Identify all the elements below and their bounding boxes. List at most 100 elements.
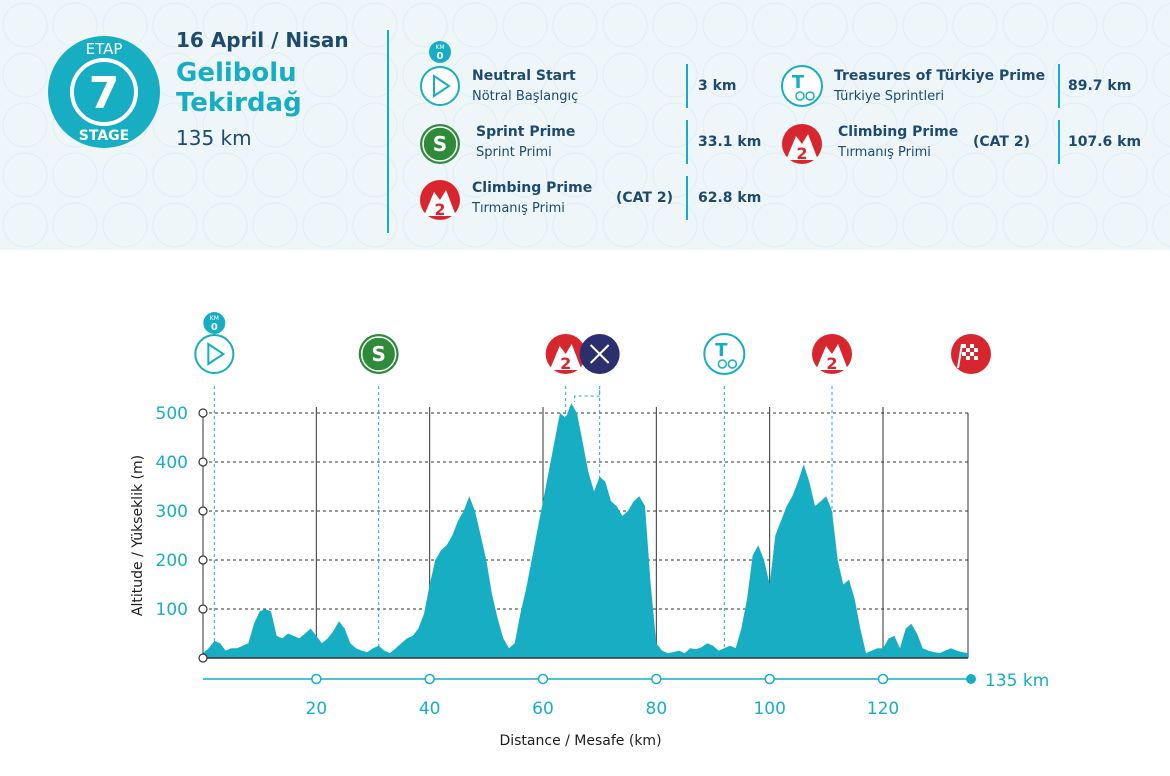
climb-category: 2 [560, 354, 571, 373]
start-marker-icon: KM0 [194, 312, 235, 374]
checker-square [974, 344, 978, 348]
svg-text:2: 2 [434, 200, 445, 219]
pattern-ornament [202, 202, 248, 248]
y-tick-marker [198, 555, 208, 565]
climb-category: 2 [826, 354, 837, 373]
climb-marker-icon: 2 [545, 334, 586, 374]
pattern-ornament [152, 102, 198, 148]
pattern-ornament [902, 52, 948, 98]
sprint-marker-icon: S [358, 334, 399, 374]
pattern-ornament [652, 52, 698, 98]
pattern-ornament [552, 2, 598, 48]
pattern-ornament [552, 202, 598, 248]
checker-square [970, 344, 974, 348]
pattern-ornament [402, 2, 448, 48]
pattern-ornament [152, 2, 198, 48]
checker-square [970, 356, 974, 360]
pattern-ornament [452, 2, 498, 48]
x-tick-label: 120 [867, 699, 899, 719]
pattern-ornament [302, 102, 348, 148]
x-tick-label: 100 [753, 699, 785, 719]
climb-icon: 2 [420, 180, 460, 220]
pattern-ornament [1052, 2, 1098, 48]
y-tick-marker [198, 653, 208, 663]
pattern-ornament [1152, 103, 1170, 147]
checker-square [966, 344, 970, 348]
pattern-ornament [902, 2, 948, 48]
checker-square [966, 356, 970, 360]
x-tick-marker [764, 673, 775, 685]
pattern-ornament [952, 152, 998, 198]
pattern-ornament [352, 152, 398, 198]
pattern-ornament [852, 202, 898, 248]
stage-label: STAGE [79, 128, 129, 144]
y-tick-marker [198, 408, 208, 418]
pattern-ornament [2, 52, 48, 98]
pattern-ornament [252, 2, 298, 48]
stage-route: Gelibolu Tekirdağ [176, 58, 302, 118]
treasures-circle [703, 333, 746, 375]
treasures-marker-icon: T [703, 333, 746, 375]
checker-square [970, 352, 974, 356]
etap-label: ETAP [86, 40, 123, 58]
sprint-letter: S [371, 342, 385, 366]
legend-title-climb-1: Climbing Prime [472, 180, 593, 196]
pattern-ornament [752, 2, 798, 48]
pattern-ornament [852, 102, 898, 148]
pattern-ornament [52, 202, 98, 248]
legend-title-neutral-start: Neutral Start [472, 68, 576, 84]
y-tick-marker [198, 604, 208, 614]
neutral-start-icon: KM 0 [420, 41, 460, 106]
climb-marker-icon: 2 [812, 334, 852, 374]
pattern-ornament [602, 102, 648, 148]
legend-sub-treasures: Türkiye Sprintleri [834, 89, 945, 104]
svg-text:2: 2 [796, 144, 807, 163]
pattern-ornament [702, 102, 748, 148]
bike-wheel [727, 359, 738, 369]
pattern-ornament [1152, 53, 1170, 97]
pattern-ornament [952, 102, 998, 148]
pattern-ornament [602, 52, 648, 98]
pattern-ornament [602, 2, 648, 48]
pattern-ornament [1052, 202, 1098, 248]
pattern-ornament [302, 152, 348, 198]
pattern-ornament [1002, 2, 1048, 48]
pattern-ornament [302, 2, 348, 48]
route-finish: Tekirdağ [176, 88, 302, 118]
stage-date: 16 April / Nisan [176, 28, 349, 52]
svg-text:S: S [433, 132, 447, 156]
pattern-ornament [452, 102, 498, 148]
pattern-ornament [952, 202, 998, 248]
pattern-ornament [702, 2, 748, 48]
play-triangle [207, 342, 226, 366]
legend-cat-climb-2: (CAT 2) [973, 134, 1030, 150]
pattern-ornament [302, 52, 348, 98]
pattern-ornament [852, 2, 898, 48]
checker-square [974, 352, 978, 356]
pattern-ornament [502, 152, 548, 198]
stage-header: 7 ETAP STAGE 16 April / Nisan Gelibolu T… [0, 0, 1170, 250]
x-axis-label: Distance / Mesafe (km) [499, 733, 661, 749]
flag-pole [957, 343, 963, 369]
pattern-ornament [802, 202, 848, 248]
pattern-ornament [1152, 153, 1170, 197]
y-tick-label: 200 [156, 551, 188, 571]
sprint-ring [360, 336, 397, 372]
legend-title-climb-2: Climbing Prime [838, 124, 959, 140]
legend-km-climb-2: 107.6 km [1068, 134, 1142, 150]
pattern-ornament [1002, 52, 1048, 98]
x-tick-label: 40 [419, 699, 441, 719]
climb-icon: 2 [782, 124, 822, 164]
pattern-ornament [252, 202, 298, 248]
pattern-ornament [652, 2, 698, 48]
x-tick-marker [651, 673, 662, 685]
pattern-ornament [552, 152, 598, 198]
km-zero-badge [203, 312, 226, 334]
checker-square [962, 344, 966, 348]
finish-distance-dot [966, 674, 976, 684]
pattern-ornament [2, 2, 48, 48]
pattern-ornament [602, 152, 648, 198]
pattern-ornament [1102, 152, 1148, 198]
y-tick-label: 300 [156, 502, 188, 522]
